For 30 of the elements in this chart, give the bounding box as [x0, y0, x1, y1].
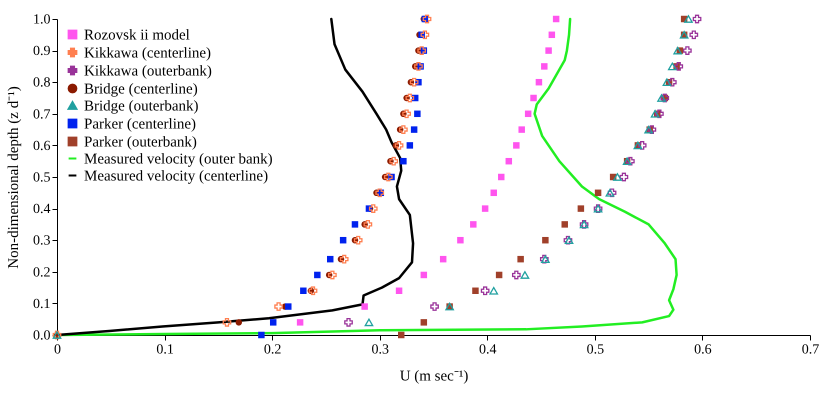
- y-tick-label: 0.0: [33, 328, 50, 344]
- x-tick-label: 0.7: [802, 342, 820, 358]
- legend-label: Parker (outerbank): [84, 134, 197, 150]
- y-axis-title: Non-dimensional depth (z d⁻¹): [6, 86, 22, 269]
- y-tick-label: 1.0: [33, 12, 50, 28]
- y-tick-label: 0.7: [33, 107, 50, 122]
- y-tick-label: 0.4: [33, 202, 50, 218]
- legend-label: Kikkawa (centerline): [84, 46, 212, 62]
- legend-label: Bridge (centerline): [84, 82, 198, 98]
- y-tick-label: 0.8: [33, 76, 50, 91]
- x-tick-label: 0.5: [586, 342, 604, 358]
- legend-label: Parker (centerline): [84, 116, 196, 132]
- x-tick-label: 0.2: [264, 342, 282, 358]
- x-tick-label: 0.1: [156, 342, 174, 358]
- legend-label: Kikkawa (outerbank): [84, 64, 212, 80]
- y-tick-label: 0.3: [33, 234, 50, 249]
- y-tick-label: 0.6: [33, 138, 50, 154]
- legend-label: Measured velocity (outer bank): [84, 152, 273, 168]
- x-tick-label: 0.3: [371, 342, 389, 358]
- y-tick-label: 0.5: [33, 170, 50, 186]
- y-tick-label: 0.2: [33, 265, 50, 280]
- x-axis-title: U (m sec⁻¹): [400, 368, 468, 384]
- legend-label: Rozovsk ii model: [84, 28, 190, 44]
- x-tick-label: 0: [54, 342, 61, 358]
- x-tick-label: 0.4: [479, 342, 497, 358]
- x-tick-label: 0.6: [694, 342, 712, 358]
- y-tick-label: 0.1: [33, 296, 50, 312]
- legend-label: Bridge (outerbank): [84, 98, 199, 114]
- legend-label: Measured velocity (centerline): [84, 168, 268, 184]
- y-tick-label: 0.9: [33, 44, 50, 60]
